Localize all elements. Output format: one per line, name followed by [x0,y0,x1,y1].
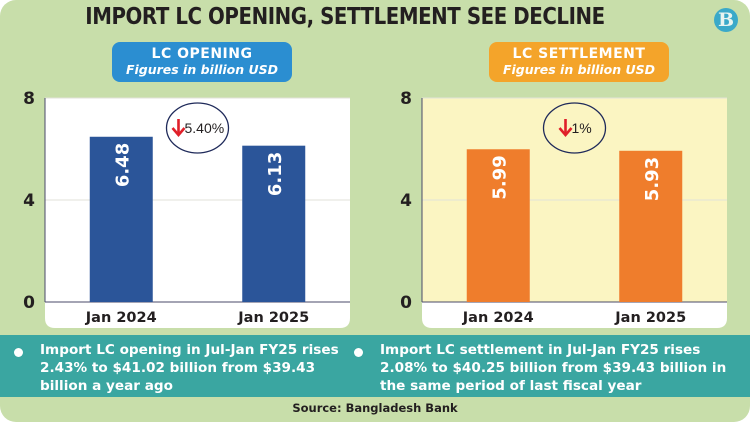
x-tick-label: Jan 2025 [237,310,309,326]
note-lc-opening: Import LC opening in Jul-Jan FY25 rises … [14,341,340,395]
bar-jan-2024 [466,149,530,302]
source-note: Source: Bangladesh Bank [292,401,458,415]
bar-value-label: 5.99 [489,155,510,199]
change-annotation-text: 5.40% [185,120,225,136]
bar-jan-2024 [89,136,153,302]
lc-settlement-subtitle: Figures in billion USD [502,62,656,77]
lc-opening-title: LC OPENING [151,46,253,62]
x-tick-label: Jan 2025 [614,310,686,326]
bar-value-label: 6.13 [265,152,286,196]
y-tick-label: 8 [23,89,35,109]
down-arrow-head [558,127,573,137]
lc-opening-chart: 0 4 8 6.48 Jan 2024 6.13 Jan 2025 5.40% [10,88,350,328]
lc-settlement-title: LC SETTLEMENT [512,46,646,62]
y-tick-label: 8 [400,89,412,109]
bs-logo-icon: B [714,8,738,32]
change-annotation-text: 1% [572,120,592,136]
bar-value-label: 6.48 [112,143,133,187]
note-lc-settlement: Import LC settlement in Jul-Jan FY25 ris… [354,341,740,395]
y-tick-label: 0 [400,293,412,313]
bar-jan-2025 [619,150,683,302]
x-tick-label: Jan 2024 [462,310,534,326]
note-text: Import LC opening in Jul-Jan FY25 rises … [40,342,339,394]
x-tick-label: Jan 2024 [85,310,157,326]
y-tick-label: 4 [400,191,412,211]
change-annotation-circle [542,102,607,154]
lc-opening-header: LC OPENING Figures in billion USD [112,42,292,82]
y-tick-label: 4 [23,191,35,211]
down-arrow-icon [558,119,573,137]
infographic-title: IMPORT LC OPENING, SETTLEMENT SEE DECLIN… [85,4,605,30]
down-arrow-head [171,127,186,137]
lc-opening-subtitle: Figures in billion USD [125,62,279,77]
bar-value-label: 5.93 [642,157,663,201]
bar-jan-2025 [242,145,306,302]
bullet-icon [14,348,23,357]
lc-settlement-chart-svg: 0 4 8 5.99 Jan 2024 5.93 Jan 2025 1% [400,89,727,328]
notes-band [0,335,750,397]
lc-settlement-header: LC SETTLEMENT Figures in billion USD [489,42,669,82]
change-annotation-circle [165,102,230,154]
lc-opening-chart-svg: 0 4 8 6.48 Jan 2024 6.13 Jan 2025 5.40% [23,89,350,328]
lc-settlement-chart: 0 4 8 5.99 Jan 2024 5.93 Jan 2025 1% [387,88,727,328]
y-tick-label: 0 [23,293,35,313]
note-text: Import LC settlement in Jul-Jan FY25 ris… [380,342,727,394]
bullet-icon [354,348,363,357]
down-arrow-icon [171,119,186,137]
